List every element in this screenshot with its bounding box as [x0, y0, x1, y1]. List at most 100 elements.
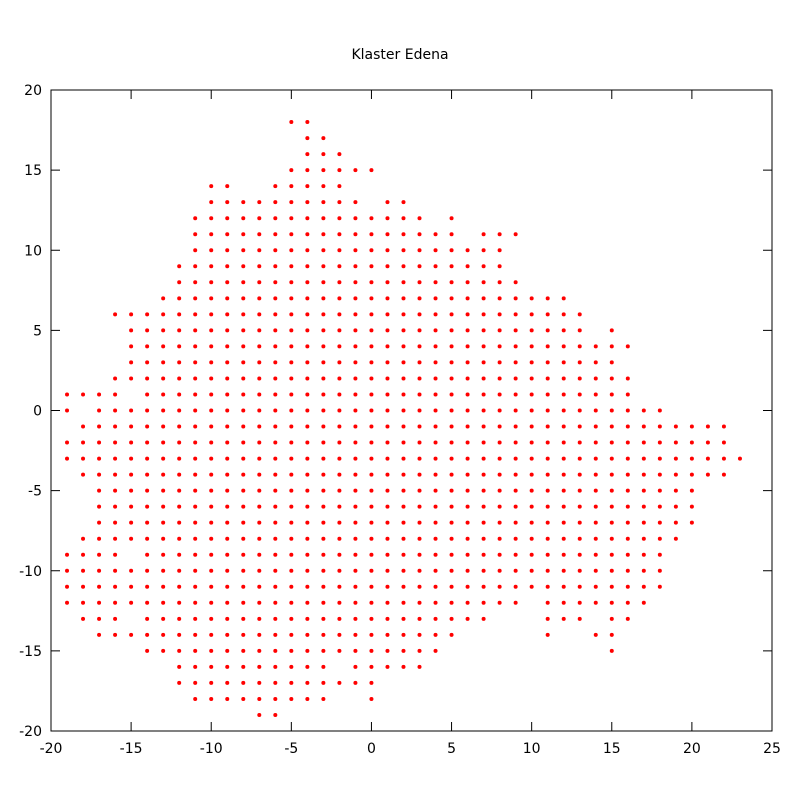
data-point [401, 440, 406, 445]
data-point [337, 648, 342, 653]
data-point [209, 648, 214, 653]
data-point [561, 312, 566, 317]
data-point [177, 392, 182, 397]
data-point [273, 456, 278, 461]
data-point [193, 680, 198, 685]
data-point [97, 520, 102, 525]
data-point [449, 584, 454, 589]
data-point [241, 456, 246, 461]
data-point [577, 456, 582, 461]
data-point [385, 536, 390, 541]
data-point [289, 520, 294, 525]
data-point [529, 376, 534, 381]
data-point [401, 248, 406, 253]
data-point [209, 264, 214, 269]
data-point [417, 600, 422, 605]
data-point [657, 488, 662, 493]
data-point [497, 312, 502, 317]
data-point [369, 488, 374, 493]
data-point [449, 520, 454, 525]
data-point [161, 344, 166, 349]
data-point [289, 552, 294, 557]
data-point [641, 424, 646, 429]
data-point [305, 600, 310, 605]
data-point [705, 472, 710, 477]
data-point [577, 568, 582, 573]
data-point [257, 280, 262, 285]
data-point [145, 504, 150, 509]
data-point [273, 216, 278, 221]
data-point [609, 488, 614, 493]
data-point [337, 248, 342, 253]
data-point [145, 408, 150, 413]
data-point [113, 584, 118, 589]
data-point [577, 360, 582, 365]
data-point [289, 664, 294, 669]
data-point [385, 280, 390, 285]
data-point [481, 264, 486, 269]
data-point [209, 536, 214, 541]
data-point [609, 344, 614, 349]
data-point [385, 328, 390, 333]
data-point [481, 536, 486, 541]
data-point [433, 408, 438, 413]
data-point [497, 296, 502, 301]
x-tick-label: -5 [284, 741, 298, 757]
data-point [481, 296, 486, 301]
data-point [289, 584, 294, 589]
data-point [529, 424, 534, 429]
x-tick-label: 15 [603, 741, 621, 757]
data-point [337, 600, 342, 605]
data-point [177, 616, 182, 621]
data-point [209, 504, 214, 509]
data-point [577, 584, 582, 589]
data-point [129, 536, 134, 541]
data-point [193, 216, 198, 221]
data-point [225, 392, 230, 397]
data-point [657, 440, 662, 445]
data-point [481, 408, 486, 413]
data-point [97, 616, 102, 621]
data-point [529, 440, 534, 445]
data-point [337, 680, 342, 685]
data-point [193, 456, 198, 461]
data-point [481, 568, 486, 573]
data-point [625, 408, 630, 413]
data-point [161, 456, 166, 461]
data-point [481, 232, 486, 237]
data-point [401, 568, 406, 573]
data-point [353, 360, 358, 365]
data-point [129, 360, 134, 365]
data-point [401, 328, 406, 333]
data-point [257, 504, 262, 509]
data-point [193, 696, 198, 701]
data-point [177, 680, 182, 685]
data-point [689, 456, 694, 461]
data-point [257, 520, 262, 525]
data-point [353, 328, 358, 333]
data-point [577, 424, 582, 429]
data-point [337, 584, 342, 589]
data-point [625, 424, 630, 429]
data-point [625, 456, 630, 461]
data-point [369, 232, 374, 237]
data-point [689, 472, 694, 477]
data-point [497, 344, 502, 349]
data-point [241, 280, 246, 285]
data-point [321, 440, 326, 445]
data-point [129, 424, 134, 429]
data-point [369, 504, 374, 509]
data-point [225, 264, 230, 269]
data-point [305, 184, 310, 189]
data-point [321, 616, 326, 621]
data-point [513, 296, 518, 301]
data-point [273, 184, 278, 189]
data-point [193, 408, 198, 413]
data-point [433, 536, 438, 541]
data-point [321, 472, 326, 477]
data-point [225, 216, 230, 221]
data-point [465, 600, 470, 605]
data-point [641, 520, 646, 525]
data-point [177, 344, 182, 349]
data-point [385, 216, 390, 221]
